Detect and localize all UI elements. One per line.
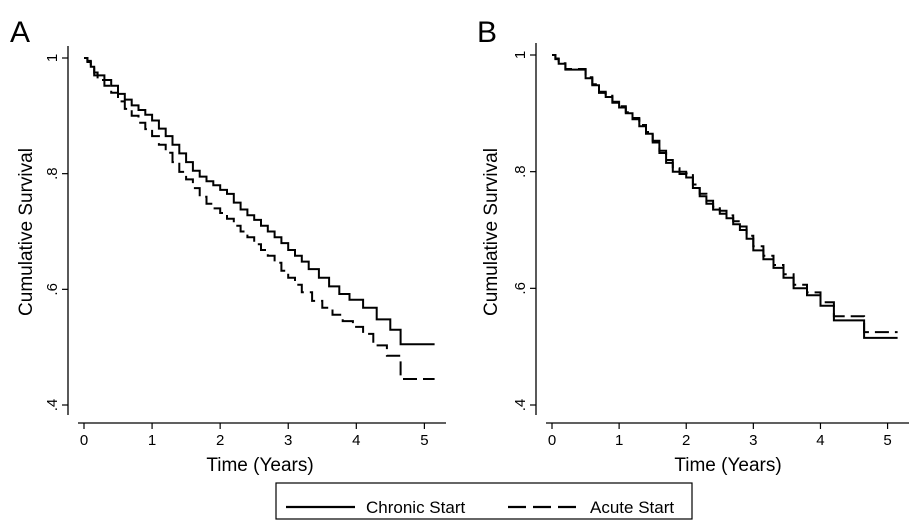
- panel-b-series-chronic-start: [552, 54, 898, 339]
- panel-a-y-tick-label: .8: [44, 167, 61, 180]
- panel-a-y-tick-label: .4: [44, 399, 61, 412]
- panel-a-x-tick-label: 3: [284, 432, 292, 449]
- panel-a-y-tick-label: .6: [44, 283, 61, 296]
- panel-a-label: A: [10, 16, 30, 49]
- panel-b-y-tick-label: .6: [512, 282, 529, 295]
- panel-a-x-tick-label: 5: [420, 432, 428, 449]
- panel-b-x-tick-label: 2: [682, 432, 690, 449]
- panel-a-axes: [67, 46, 446, 424]
- panel-b-x-tick-label: 1: [615, 432, 623, 449]
- panel-b-series-acute-start: [552, 54, 898, 334]
- panel-a-x-tick-label: 0: [80, 432, 88, 449]
- panel-b-ticks: .4 .6 .8 1 0 1 2 3 4 5: [512, 51, 892, 449]
- panel-a-x-tick-label: 4: [352, 432, 360, 449]
- panel-b-x-axis-title: Time (Years): [674, 455, 781, 476]
- panel-b-series: [552, 54, 898, 339]
- panel-a-x-axis-title: Time (Years): [206, 455, 313, 476]
- panel-b-y-axis-title: Cumulative Survival: [481, 148, 502, 316]
- panel-b-label: B: [477, 16, 497, 49]
- panel-a: A Cumulative Survival Time (Years) .4 .6.…: [10, 16, 446, 476]
- panel-a-x-tick-label: 1: [148, 432, 156, 449]
- panel-a-series-chronic-start: [84, 57, 435, 346]
- panel-b-y-tick-label: .4: [512, 399, 529, 412]
- panel-b: B Cumulative Survival Time (Years) .4 .6.…: [477, 16, 909, 476]
- panel-a-ticks: .4 .6 .8 1 0 1 2 3 4 5: [44, 54, 429, 449]
- panel-a-y-tick-label: 1: [44, 54, 61, 62]
- legend-label-acute-start: Acute Start: [590, 498, 674, 517]
- legend: Chronic Start Acute Start: [275, 482, 693, 520]
- panel-a-y-axis-title: Cumulative Survival: [16, 148, 37, 316]
- panel-b-x-tick-label: 5: [883, 432, 891, 449]
- panel-a-x-tick-label: 2: [216, 432, 224, 449]
- panel-b-x-tick-label: 0: [548, 432, 556, 449]
- legend-box: [275, 482, 693, 520]
- panel-b-x-tick-label: 3: [749, 432, 757, 449]
- panel-b-y-tick-label: 1: [512, 51, 529, 59]
- legend-label-chronic-start: Chronic Start: [366, 498, 465, 517]
- panel-a-series-acute-start: [84, 57, 435, 380]
- panel-b-y-tick-label: .8: [512, 165, 529, 178]
- panel-b-x-tick-label: 4: [816, 432, 824, 449]
- panel-a-series: [84, 57, 435, 380]
- panel-b-axes: [535, 43, 909, 424]
